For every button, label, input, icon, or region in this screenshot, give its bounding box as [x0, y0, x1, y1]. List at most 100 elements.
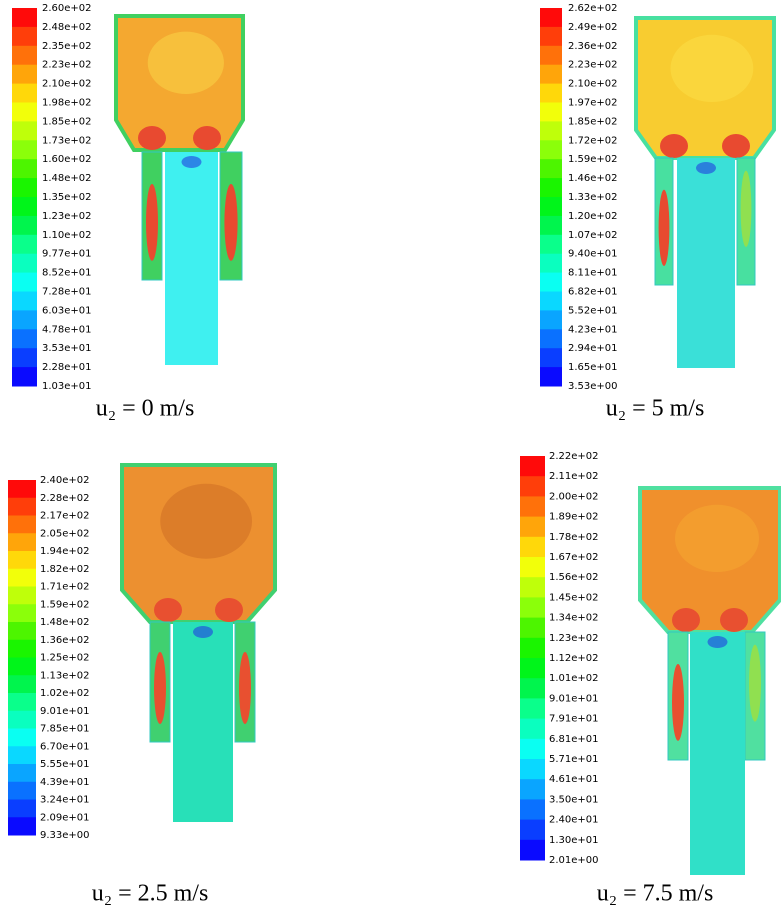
contour-region — [193, 126, 221, 150]
caption: u₂ = 5 m/s — [606, 396, 705, 422]
contour-region — [239, 652, 251, 724]
contour-region — [215, 598, 243, 622]
colorbar-band — [540, 197, 562, 216]
contour-region — [224, 184, 237, 261]
colorbar-label: 2.23e+02 — [568, 60, 618, 71]
colorbar-label: 1.67e+02 — [549, 552, 599, 563]
colorbar-band — [520, 618, 545, 639]
contour-region — [722, 134, 750, 158]
colorbar-band — [8, 640, 36, 658]
colorbar-band — [8, 551, 36, 569]
colorbar-label: 1.10e+02 — [42, 230, 92, 241]
contour-region — [154, 598, 182, 622]
panel: 2.62e+022.49e+022.36e+022.23e+022.10e+02… — [540, 3, 774, 422]
colorbar-label: 2.28e+01 — [42, 362, 92, 373]
colorbar-band — [520, 820, 545, 841]
colorbar-label: 2.17e+02 — [40, 511, 90, 522]
colorbar-label: 2.94e+01 — [568, 343, 618, 354]
colorbar-band — [8, 711, 36, 729]
colorbar-label: 2.09e+01 — [40, 812, 90, 823]
colorbar-band — [520, 759, 545, 780]
colorbar-band — [8, 693, 36, 711]
colorbar-band — [520, 638, 545, 659]
colorbar-label: 2.28e+02 — [40, 493, 90, 504]
colorbar-label: 3.50e+01 — [549, 794, 599, 805]
colorbar-band — [12, 46, 37, 65]
colorbar-label: 9.01e+01 — [40, 706, 90, 717]
colorbar-band — [520, 577, 545, 598]
colorbar-label: 1.25e+02 — [40, 653, 90, 664]
figure: 2.60e+022.48e+022.35e+022.23e+022.10e+02… — [0, 0, 781, 915]
contour-pipe — [165, 152, 218, 365]
colorbar-label: 1.98e+02 — [42, 98, 92, 109]
colorbar-label: 2.36e+02 — [568, 41, 618, 52]
colorbar-band — [12, 103, 37, 122]
colorbar-label: 2.00e+02 — [549, 491, 599, 502]
contour-region — [154, 652, 166, 724]
colorbar-band — [540, 178, 562, 197]
colorbar-label: 9.77e+01 — [42, 249, 92, 260]
contour-region — [659, 190, 670, 266]
colorbar-label: 1.85e+02 — [568, 116, 618, 127]
colorbar-label: 1.02e+02 — [40, 688, 90, 699]
colorbar-label: 3.24e+01 — [40, 795, 90, 806]
contour-region — [148, 32, 224, 94]
colorbar-band — [520, 517, 545, 538]
colorbar-band — [520, 739, 545, 760]
colorbar-label: 1.60e+02 — [42, 154, 92, 165]
contour-region — [160, 484, 252, 559]
colorbar-label: 1.23e+02 — [42, 211, 92, 222]
colorbar-band — [12, 367, 37, 386]
colorbar-band — [540, 103, 562, 122]
colorbar-label: 1.13e+02 — [40, 670, 90, 681]
colorbar-label: 9.40e+01 — [568, 249, 618, 260]
colorbar-band — [8, 658, 36, 676]
colorbar-band — [8, 533, 36, 551]
caption: u₂ = 2.5 m/s — [92, 881, 209, 907]
colorbar-band — [540, 8, 562, 27]
colorbar-label: 4.61e+01 — [549, 774, 599, 785]
colorbar-label: 1.48e+02 — [42, 173, 92, 184]
colorbar-band — [12, 84, 37, 103]
colorbar-label: 6.70e+01 — [40, 741, 90, 752]
colorbar-band — [540, 140, 562, 159]
colorbar-label: 2.60e+02 — [42, 3, 92, 14]
colorbar-label: 5.55e+01 — [40, 759, 90, 770]
colorbar-band — [520, 597, 545, 618]
colorbar-band — [8, 817, 36, 835]
colorbar-label: 8.52e+01 — [42, 268, 92, 279]
colorbar-band — [540, 27, 562, 46]
colorbar-band — [8, 622, 36, 640]
colorbar-band — [540, 46, 562, 65]
colorbar-band — [520, 456, 545, 477]
colorbar-band — [540, 84, 562, 103]
colorbar-label: 1.59e+02 — [40, 599, 90, 610]
colorbar-band — [12, 216, 37, 235]
colorbar-label: 1.20e+02 — [568, 211, 618, 222]
colorbar-label: 7.91e+01 — [549, 714, 599, 725]
colorbar-band — [12, 310, 37, 329]
contour-region — [182, 156, 202, 168]
colorbar-band — [540, 329, 562, 348]
panel: 2.40e+022.28e+022.17e+022.05e+021.94e+02… — [8, 465, 275, 907]
colorbar-label: 1.59e+02 — [568, 154, 618, 165]
colorbar-band — [540, 121, 562, 140]
colorbar-band — [540, 310, 562, 329]
colorbar-label: 1.56e+02 — [549, 572, 599, 583]
colorbar-label: 4.23e+01 — [568, 324, 618, 335]
colorbar-label: 7.28e+01 — [42, 287, 92, 298]
colorbar-label: 1.82e+02 — [40, 564, 90, 575]
colorbar-label: 2.11e+02 — [549, 471, 599, 482]
colorbar-label: 1.72e+02 — [568, 135, 618, 146]
contour-pipe — [677, 158, 735, 368]
colorbar-band — [540, 348, 562, 367]
colorbar-label: 1.33e+02 — [568, 192, 618, 203]
colorbar-band — [8, 764, 36, 782]
colorbar-band — [8, 587, 36, 605]
colorbar-label: 2.05e+02 — [40, 528, 90, 539]
colorbar-label: 1.78e+02 — [549, 532, 599, 543]
panel: 2.60e+022.48e+022.35e+022.23e+022.10e+02… — [12, 3, 243, 422]
colorbar-label: 1.35e+02 — [42, 192, 92, 203]
colorbar-band — [12, 292, 37, 311]
colorbar-band — [540, 235, 562, 254]
